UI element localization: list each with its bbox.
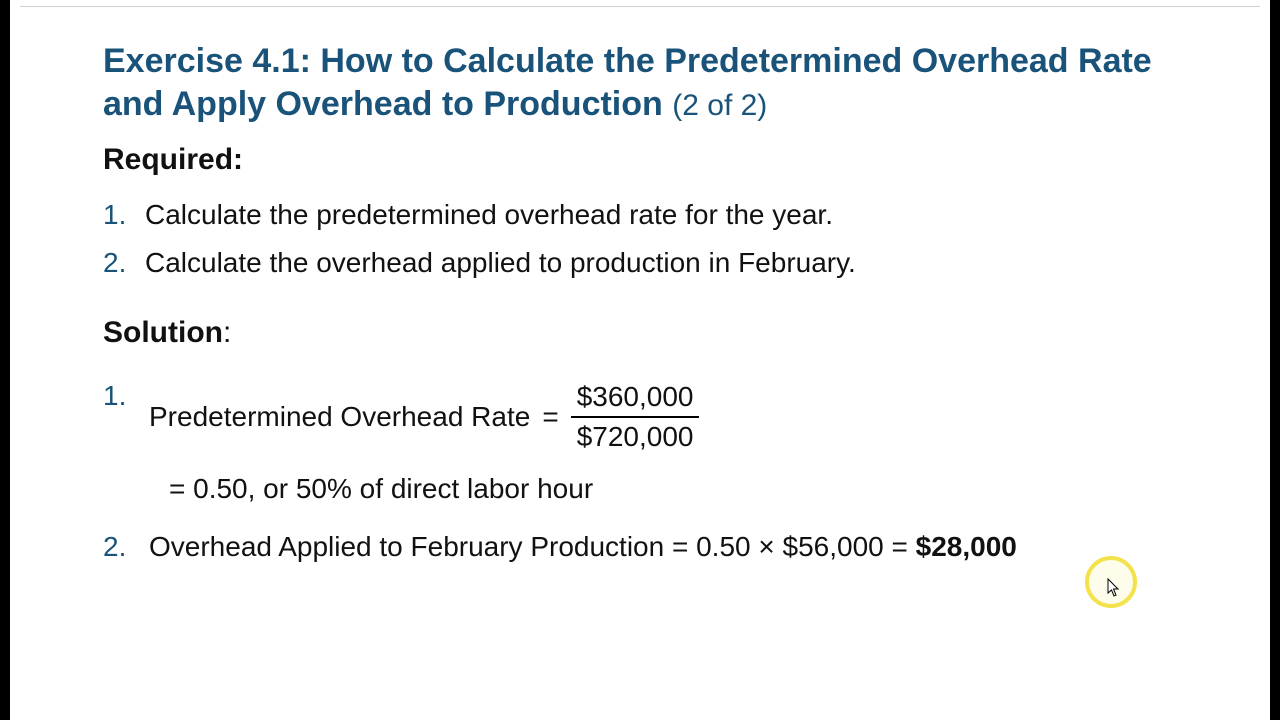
mouse-cursor-icon (1107, 578, 1121, 598)
list-text: Calculate the overhead applied to produc… (145, 247, 856, 278)
fraction: $360,000 $720,000 (571, 380, 700, 453)
required-heading: Required: (103, 143, 1210, 177)
list-number: 1. (103, 191, 126, 239)
fraction-denominator: $720,000 (571, 418, 700, 454)
required-list: 1. Calculate the predetermined overhead … (103, 191, 1210, 286)
list-number: 2. (103, 531, 126, 563)
solution-heading-text: Solution (103, 316, 223, 349)
list-item: 1. Calculate the predetermined overhead … (103, 191, 1210, 239)
list-number: 2. (103, 239, 126, 287)
top-divider (20, 6, 1260, 7)
applied-overhead-text: Overhead Applied to February Production … (149, 531, 916, 562)
slide-frame: Exercise 4.1: How to Calculate the Prede… (0, 0, 1280, 720)
rate-label: Predetermined Overhead Rate (149, 401, 530, 433)
equals-sign: = (542, 401, 558, 433)
title-paren: (2 of 2) (672, 89, 767, 122)
title-main: Exercise 4.1: How to Calculate the Prede… (103, 42, 1152, 123)
fraction-numerator: $360,000 (571, 380, 700, 416)
list-item: 2. Calculate the overhead applied to pro… (103, 239, 1210, 287)
slide-content: Exercise 4.1: How to Calculate the Prede… (103, 40, 1210, 589)
solution-heading: Solution: (103, 316, 1210, 350)
solution-item-1: 1. Predetermined Overhead Rate = $360,00… (103, 380, 1210, 505)
list-number: 1. (103, 380, 126, 412)
equation-result-line: = 0.50, or 50% of direct labor hour (149, 473, 1210, 505)
colon: : (223, 316, 231, 349)
slide-title: Exercise 4.1: How to Calculate the Prede… (103, 40, 1210, 125)
applied-overhead-answer: $28,000 (916, 531, 1017, 562)
list-text: Calculate the predetermined overhead rat… (145, 199, 833, 230)
solution-item-2: 2. Overhead Applied to February Producti… (103, 531, 1210, 563)
equation-line-1: Predetermined Overhead Rate = $360,000 $… (149, 380, 1210, 453)
